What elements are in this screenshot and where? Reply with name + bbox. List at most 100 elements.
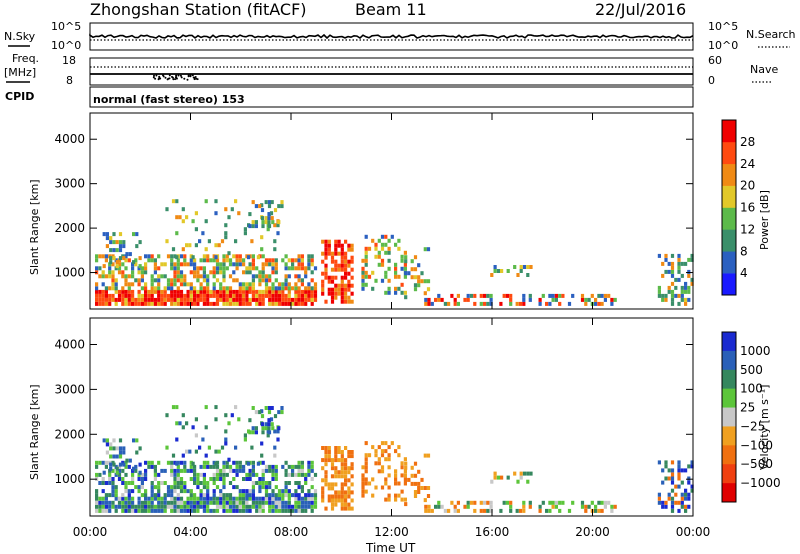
power-cell <box>179 274 184 279</box>
colorbar-tick-label: −25 <box>740 419 765 433</box>
velocity-cell <box>337 494 341 499</box>
power-cell <box>670 269 675 274</box>
power-cell <box>287 258 291 263</box>
velocity-cell <box>456 508 460 513</box>
nave-dot <box>189 75 192 78</box>
velocity-cell <box>137 500 141 505</box>
power-cell <box>224 207 228 212</box>
velocity-cell <box>500 475 504 480</box>
power-cell <box>153 289 157 294</box>
velocity-cell <box>287 508 291 513</box>
power-cell <box>104 286 108 291</box>
velocity-cell <box>140 504 144 509</box>
velocity-cell <box>232 508 236 513</box>
velocity-cell <box>170 464 174 469</box>
velocity-cell <box>271 477 275 481</box>
velocity-cell <box>493 475 497 480</box>
power-cell <box>150 301 154 306</box>
velocity-cell <box>264 464 269 469</box>
power-cell <box>101 289 105 294</box>
power-cell <box>337 287 341 292</box>
velocity-cell <box>364 469 368 474</box>
power-cell <box>661 261 665 266</box>
velocity-cell <box>327 498 331 503</box>
velocity-cell <box>284 460 288 465</box>
power-cell <box>189 286 193 291</box>
velocity-cell <box>548 508 552 513</box>
power-cell <box>132 260 136 265</box>
power-cell <box>324 239 328 244</box>
power-cell <box>684 281 688 286</box>
power-cell <box>202 293 206 298</box>
power-cell <box>304 301 308 306</box>
velocity-cell <box>291 464 295 469</box>
velocity-cell <box>128 458 132 463</box>
velocity-cell <box>251 489 255 494</box>
velocity-cell <box>245 504 249 509</box>
velocity-cell <box>163 493 167 498</box>
power-cell <box>274 286 278 291</box>
power-cell <box>117 262 122 267</box>
power-cell <box>274 258 278 263</box>
velocity-cell <box>112 462 116 467</box>
power-cell <box>584 301 588 306</box>
velocity-cell <box>251 468 255 473</box>
velocity-cell <box>242 477 246 481</box>
velocity-cell <box>407 477 411 482</box>
velocity-cell <box>284 508 288 513</box>
power-cell <box>347 283 351 288</box>
velocity-cell <box>261 472 265 477</box>
velocity-cell <box>138 470 142 475</box>
power-cell <box>310 270 314 275</box>
velocity-cell <box>131 500 135 505</box>
power-cell <box>189 301 193 306</box>
velocity-cell <box>176 493 180 498</box>
power-cell <box>337 291 341 296</box>
velocity-cell <box>273 414 278 419</box>
velocity-cell <box>677 500 681 505</box>
power-cell <box>404 259 408 264</box>
velocity-cell <box>183 489 187 494</box>
velocity-cell <box>132 438 136 443</box>
velocity-cell <box>453 504 457 509</box>
power-cell <box>235 254 239 259</box>
velocity-cell <box>111 504 115 509</box>
velocity-cell <box>274 493 278 498</box>
velocity-cell <box>163 500 167 505</box>
velocity-cell <box>304 477 308 481</box>
velocity-cell <box>258 500 262 505</box>
power-cell <box>274 266 278 271</box>
power-cell <box>334 287 338 292</box>
power-cell <box>224 223 228 228</box>
velocity-cell <box>310 493 314 498</box>
power-cell <box>307 282 311 287</box>
power-cell <box>202 266 206 271</box>
power-cell <box>121 286 125 291</box>
velocity-cell <box>207 445 211 450</box>
velocity-cell <box>199 472 203 477</box>
power-cell <box>140 297 144 302</box>
velocity-cell <box>144 508 148 513</box>
power-cell <box>170 293 174 298</box>
power-cell <box>684 289 688 294</box>
velocity-cell <box>403 469 407 474</box>
velocity-cell <box>344 474 348 479</box>
velocity-cell <box>350 482 354 487</box>
velocity-cell <box>112 438 116 443</box>
velocity-cell <box>225 493 229 498</box>
power-cell <box>456 301 460 306</box>
velocity-cell <box>137 496 141 501</box>
colorbar-swatch <box>722 464 736 484</box>
velocity-cell <box>189 504 193 509</box>
power-cell <box>347 287 351 292</box>
velocity-cell <box>377 469 381 474</box>
power-cell <box>273 223 277 228</box>
power-cell <box>215 266 220 271</box>
velocity-cell <box>193 477 197 481</box>
velocity-cell <box>350 474 354 479</box>
power-cell <box>437 293 441 298</box>
power-cell <box>297 289 301 294</box>
power-cell <box>597 301 601 306</box>
power-cell <box>271 270 275 275</box>
